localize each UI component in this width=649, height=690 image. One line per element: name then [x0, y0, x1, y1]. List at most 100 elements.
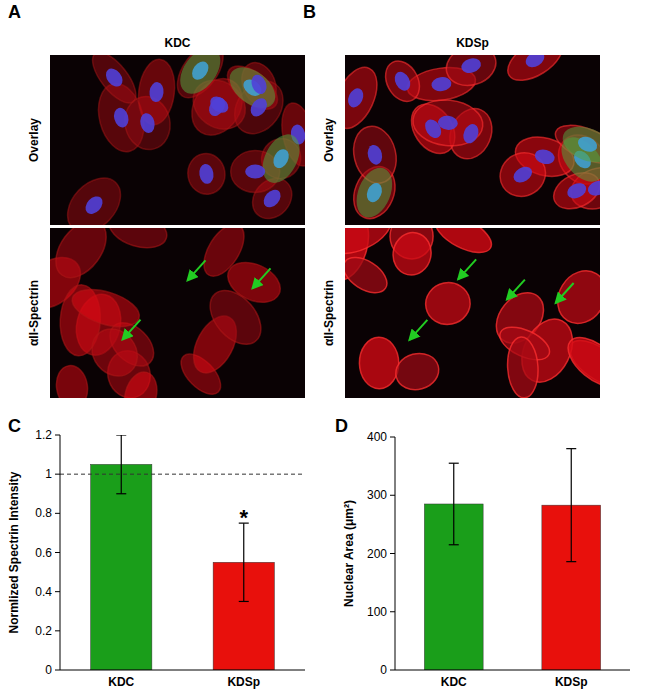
transfected-cell: [255, 128, 305, 189]
tick-mark: [55, 670, 60, 671]
error-bar: [116, 435, 126, 494]
cell: [57, 168, 131, 225]
nucleus: [207, 93, 231, 116]
arrow: [188, 260, 206, 280]
tick-mark: [55, 435, 60, 436]
error-bar-stem: [121, 435, 122, 494]
nucleus: [245, 164, 265, 178]
nucleus: [461, 122, 482, 146]
nucleus: [565, 180, 589, 201]
cell: [345, 61, 386, 135]
row-label: αII-Spectrin: [322, 280, 336, 346]
tick-label: 0.4: [35, 585, 52, 599]
arrow: [507, 280, 525, 300]
tick-label: 1: [45, 467, 52, 481]
nucleus: [82, 193, 106, 217]
x-axis: [60, 670, 305, 671]
nucleus: [511, 163, 535, 185]
tick-label: 300: [367, 488, 387, 502]
cell: [185, 151, 228, 197]
error-bar: [449, 463, 459, 545]
tick-mark: [55, 513, 60, 514]
panel-label: D: [335, 416, 348, 436]
nucleus: [247, 95, 270, 119]
cell: [392, 349, 443, 395]
tick-mark: [55, 474, 60, 475]
tick-label: 0: [45, 663, 52, 677]
tick-mark: [55, 552, 60, 553]
error-bar-stem: [243, 523, 244, 601]
arrow: [253, 268, 271, 288]
micrograph: [345, 228, 600, 398]
cell: [135, 57, 178, 126]
annotation: *: [239, 505, 248, 530]
tick-mark: [390, 670, 395, 671]
tick-mark: [390, 495, 395, 496]
cell: [506, 336, 540, 398]
tick-label: 0: [380, 663, 387, 677]
transfected-cell: [172, 55, 228, 101]
nucleus: [523, 55, 547, 71]
nucleus: [198, 163, 215, 185]
nucleus: [138, 112, 156, 135]
tick-mark: [55, 591, 60, 592]
y-axis: [60, 435, 61, 670]
plot-area: [424, 449, 600, 670]
row-label: αII-Spectrin: [27, 280, 41, 346]
error-bar-cap: [239, 601, 249, 602]
nucleus: [345, 86, 366, 110]
x-axis: [395, 670, 630, 671]
cell: [359, 337, 399, 389]
figure: AKDCOverlayαII-SpectrinBKDSpOverlayαII-S…: [0, 0, 649, 690]
nucleus: [270, 147, 292, 171]
error-bar: [566, 449, 576, 562]
category-label: KDC: [441, 675, 467, 689]
cell: [389, 229, 435, 279]
arrow: [458, 259, 476, 279]
y-axis-label: Nuclear Area (μm²): [342, 500, 356, 607]
cell: [104, 228, 171, 254]
nucleus: [431, 76, 453, 93]
transfected-cell: [557, 120, 600, 169]
tick-mark: [390, 611, 395, 612]
nucleus: [460, 56, 483, 75]
nucleus: [576, 134, 600, 155]
cell: [85, 55, 144, 110]
tick-mark: [55, 630, 60, 631]
panel-label: B: [303, 2, 316, 22]
error-bar-stem: [571, 449, 572, 562]
cell: [200, 281, 271, 354]
micrograph: [345, 55, 600, 225]
error-bar-cap: [449, 463, 459, 464]
arrow: [123, 320, 141, 340]
nucleus: [112, 106, 131, 129]
nucleus: [148, 81, 164, 103]
error-bar-cap: [116, 435, 126, 436]
error-bar-cap: [566, 448, 576, 449]
nucleus: [437, 115, 458, 131]
nucleus: [366, 143, 384, 166]
error-bar: [239, 523, 249, 601]
panel-title: KDSp: [456, 36, 489, 50]
tick-label: 1.2: [35, 428, 52, 442]
plot-area: [60, 435, 305, 670]
nucleus: [103, 65, 126, 89]
bar: [91, 464, 152, 670]
cell: [560, 328, 600, 395]
error-bar-stem: [453, 463, 454, 545]
nucleus: [533, 147, 556, 166]
y-axis-label: Normlized Spectrin Intensity: [7, 471, 21, 633]
cell: [50, 228, 116, 287]
reference-line: [60, 474, 305, 475]
nucleus: [189, 58, 212, 82]
category-label: KDSp: [227, 675, 260, 689]
cell: [83, 320, 147, 385]
tick-label: 0.6: [35, 546, 52, 560]
micrograph: [50, 228, 305, 398]
tick-label: 400: [367, 430, 387, 444]
cell: [501, 55, 570, 89]
cell: [430, 228, 498, 260]
tick-label: 100: [367, 605, 387, 619]
tick-mark: [390, 437, 395, 438]
error-bar-cap: [449, 544, 459, 545]
